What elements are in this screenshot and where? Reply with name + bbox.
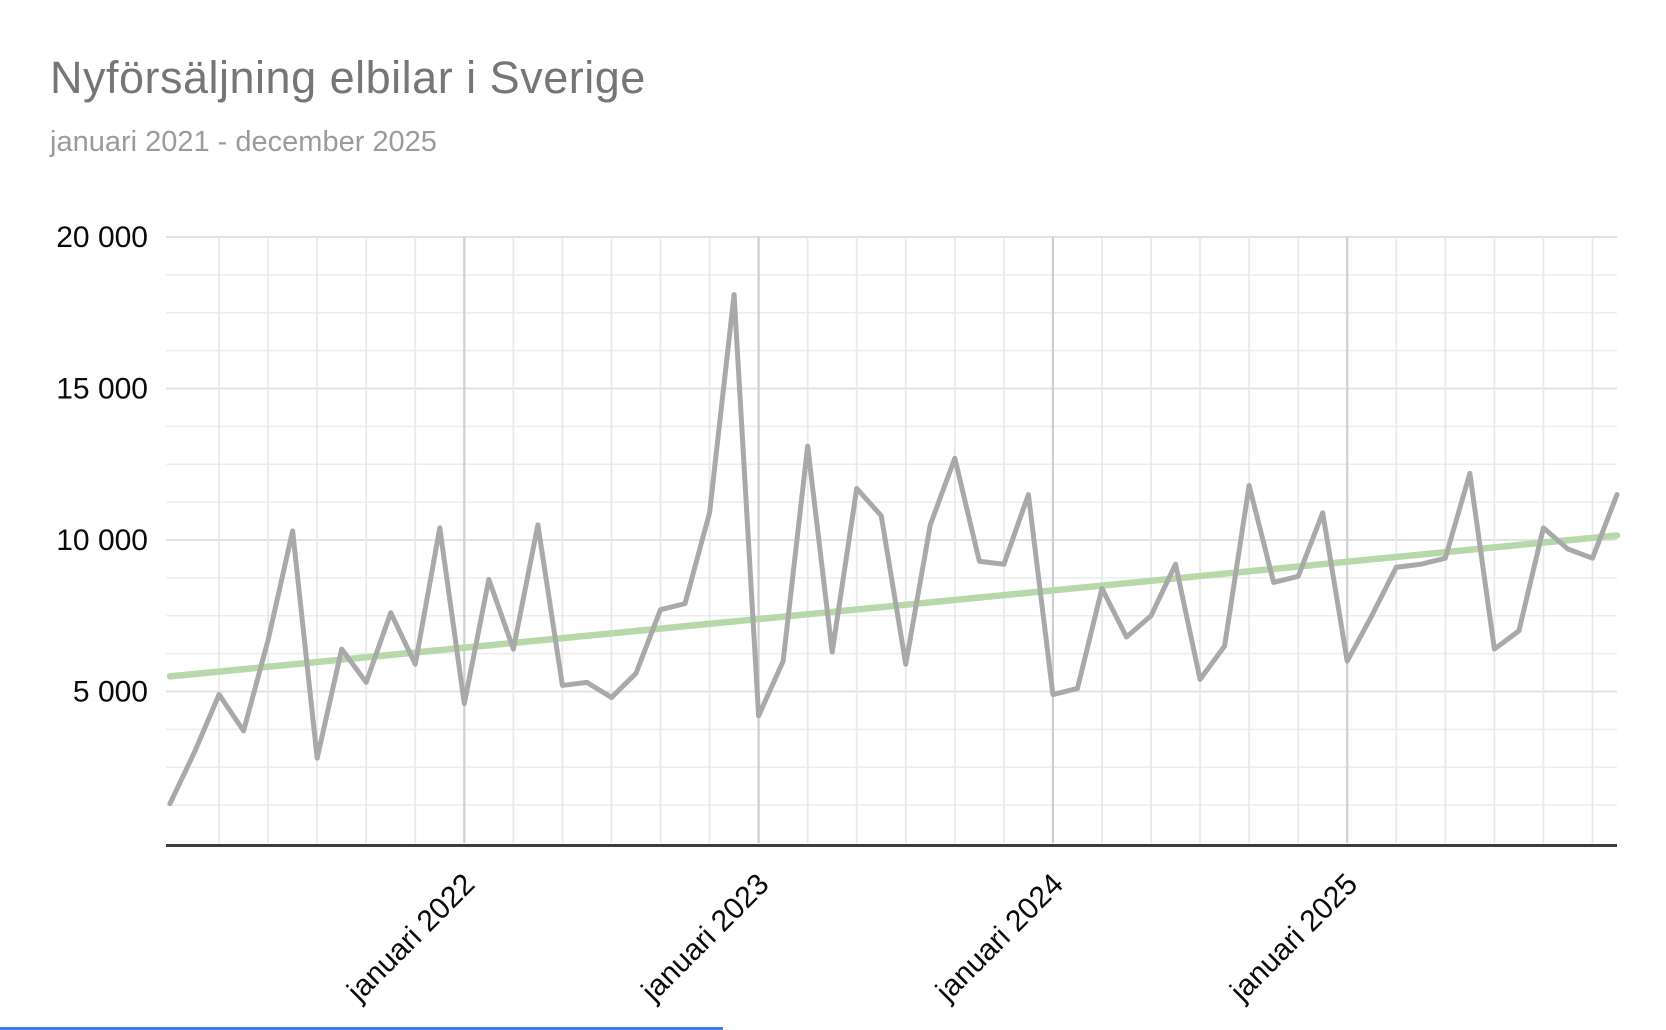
- chart-subtitle: januari 2021 - december 2025: [50, 126, 437, 158]
- svg-text:15 000: 15 000: [56, 373, 148, 406]
- bottom-blue-line: [0, 1027, 723, 1030]
- svg-text:januari 2022: januari 2022: [340, 868, 481, 1009]
- svg-text:10 000: 10 000: [56, 524, 148, 557]
- svg-text:januari 2025: januari 2025: [1223, 868, 1364, 1009]
- svg-text:20 000: 20 000: [56, 221, 148, 254]
- svg-text:januari 2024: januari 2024: [929, 868, 1070, 1009]
- svg-text:5 000: 5 000: [73, 676, 148, 709]
- chart-title: Nyförsäljning elbilar i Sverige: [50, 52, 646, 103]
- svg-text:januari 2023: januari 2023: [635, 868, 776, 1009]
